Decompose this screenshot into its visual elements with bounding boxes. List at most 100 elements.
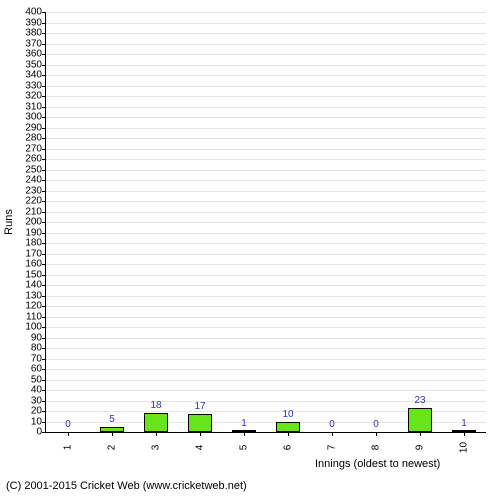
xtick-label: 10 (459, 442, 470, 453)
gridline (46, 180, 486, 181)
ytick-label: 350 (25, 59, 42, 70)
ytick-label: 140 (25, 280, 42, 291)
gridline (46, 380, 486, 381)
gridline (46, 107, 486, 108)
gridline (46, 296, 486, 297)
ytick-mark (42, 264, 46, 265)
gridline (46, 75, 486, 76)
x-axis-label: Innings (oldest to newest) (315, 458, 440, 470)
ytick-label: 320 (25, 91, 42, 102)
gridline (46, 149, 486, 150)
ytick-mark (42, 254, 46, 255)
ytick-mark (42, 65, 46, 66)
y-axis-label: Runs (3, 209, 15, 235)
ytick-label: 220 (25, 196, 42, 207)
ytick-label: 30 (31, 395, 42, 406)
ytick-label: 160 (25, 259, 42, 270)
ytick-label: 390 (25, 17, 42, 28)
gridline (46, 201, 486, 202)
ytick-label: 110 (26, 311, 42, 322)
ytick-mark (42, 33, 46, 34)
ytick-label: 40 (31, 385, 42, 396)
ytick-label: 250 (25, 164, 42, 175)
ytick-label: 90 (31, 332, 42, 343)
ytick-label: 270 (25, 143, 42, 154)
ytick-mark (42, 422, 46, 423)
gridline (46, 254, 486, 255)
gridline (46, 65, 486, 66)
gridline (46, 138, 486, 139)
ytick-mark (42, 390, 46, 391)
ytick-mark (42, 86, 46, 87)
xtick-mark (376, 432, 377, 436)
xtick-label: 8 (371, 445, 382, 451)
ytick-mark (42, 201, 46, 202)
ytick-mark (42, 327, 46, 328)
ytick-label: 260 (25, 154, 42, 165)
xtick-label: 2 (107, 445, 118, 451)
xtick-mark (464, 432, 465, 436)
gridline (46, 359, 486, 360)
ytick-label: 230 (25, 185, 42, 196)
ytick-mark (42, 296, 46, 297)
ytick-mark (42, 243, 46, 244)
ytick-mark (42, 96, 46, 97)
ytick-label: 210 (25, 206, 42, 217)
ytick-mark (42, 149, 46, 150)
xtick-mark (156, 432, 157, 436)
gridline (46, 86, 486, 87)
gridline (46, 317, 486, 318)
gridline (46, 117, 486, 118)
ytick-mark (42, 170, 46, 171)
ytick-label: 300 (25, 112, 42, 123)
ytick-mark (42, 222, 46, 223)
bar-value-label: 1 (241, 418, 247, 429)
bar (408, 408, 432, 432)
ytick-mark (42, 275, 46, 276)
ytick-label: 400 (25, 7, 42, 18)
ytick-label: 120 (25, 301, 42, 312)
ytick-label: 0 (36, 427, 42, 438)
ytick-mark (42, 54, 46, 55)
ytick-label: 190 (25, 227, 42, 238)
ytick-label: 280 (25, 133, 42, 144)
ytick-label: 70 (31, 353, 42, 364)
gridline (46, 327, 486, 328)
bar-value-label: 0 (329, 419, 335, 430)
gridline (46, 54, 486, 55)
ytick-mark (42, 348, 46, 349)
bar-value-label: 10 (282, 409, 293, 420)
bar-value-label: 23 (414, 395, 425, 406)
gridline (46, 170, 486, 171)
ytick-mark (42, 12, 46, 13)
gridline (46, 212, 486, 213)
ytick-mark (42, 191, 46, 192)
xtick-label: 1 (63, 445, 74, 451)
gridline (46, 191, 486, 192)
ytick-mark (42, 369, 46, 370)
ytick-mark (42, 75, 46, 76)
bar-value-label: 17 (194, 401, 205, 412)
bar-value-label: 18 (150, 400, 161, 411)
gridline (46, 23, 486, 24)
ytick-mark (42, 128, 46, 129)
ytick-mark (42, 212, 46, 213)
xtick-label: 3 (151, 445, 162, 451)
ytick-mark (42, 359, 46, 360)
ytick-mark (42, 117, 46, 118)
xtick-mark (420, 432, 421, 436)
gridline (46, 233, 486, 234)
xtick-label: 9 (415, 445, 426, 451)
bar (144, 413, 168, 432)
ytick-label: 100 (25, 322, 42, 333)
gridline (46, 96, 486, 97)
xtick-label: 5 (239, 445, 250, 451)
credit-text: (C) 2001-2015 Cricket Web (www.cricketwe… (6, 480, 247, 492)
ytick-mark (42, 317, 46, 318)
ytick-mark (42, 380, 46, 381)
ytick-label: 340 (25, 70, 42, 81)
gridline (46, 243, 486, 244)
xtick-label: 6 (283, 445, 294, 451)
gridline (46, 306, 486, 307)
gridline (46, 275, 486, 276)
